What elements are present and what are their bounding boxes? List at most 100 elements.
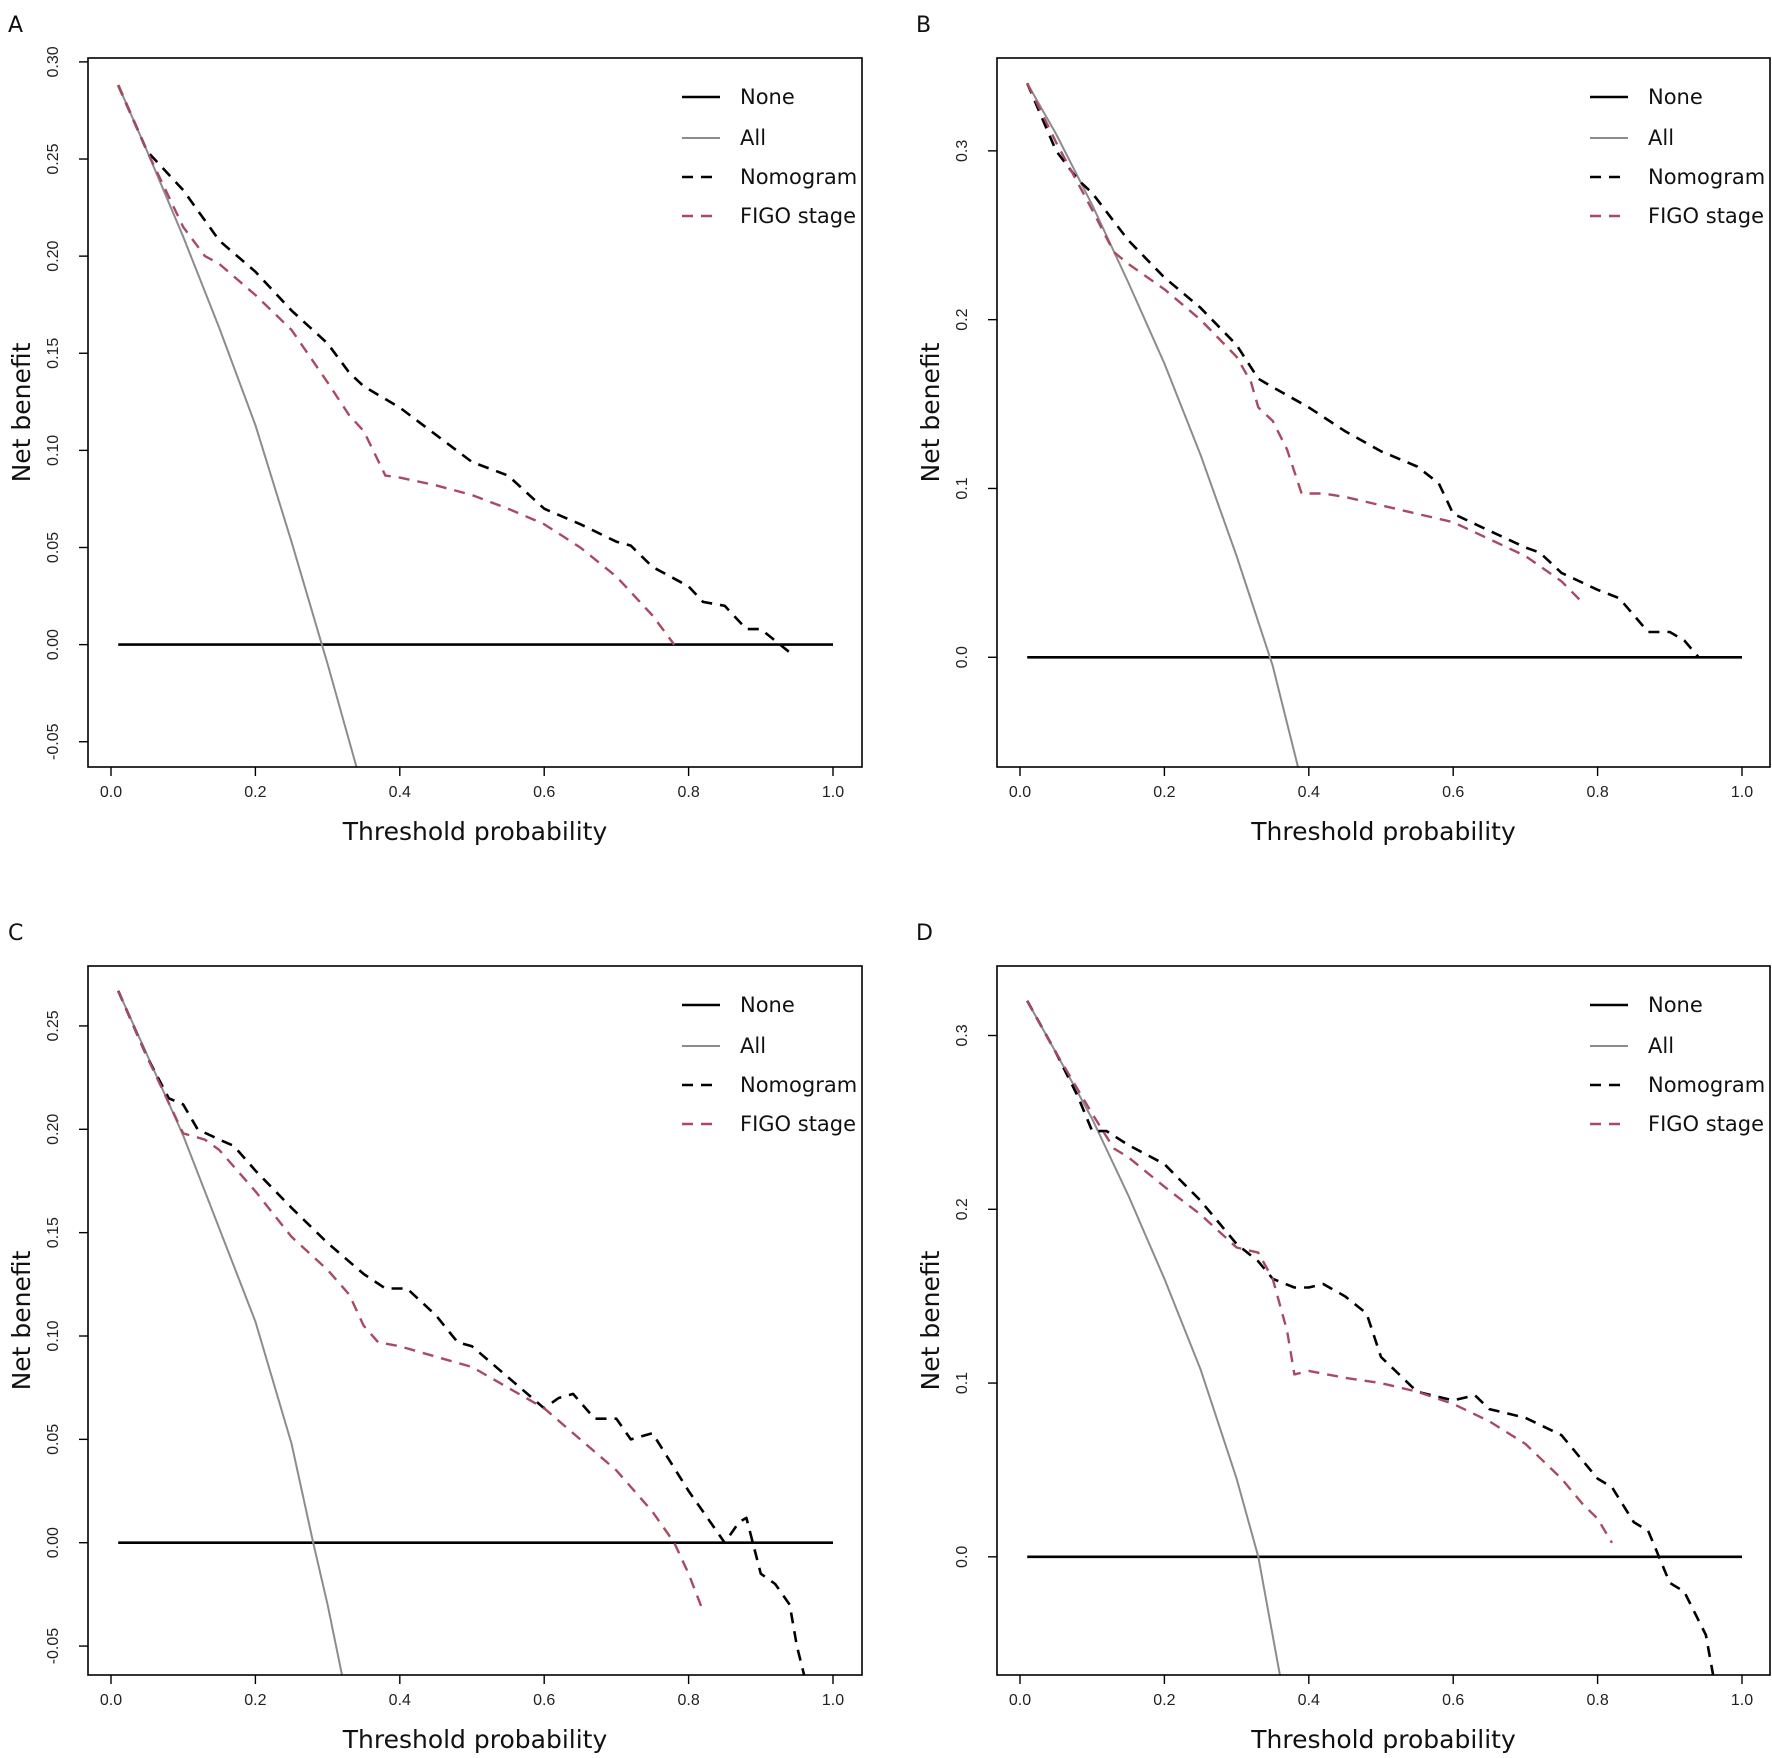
- x-axis-title: Threshold probability: [1250, 1725, 1516, 1754]
- legend-label: None: [740, 85, 795, 109]
- panel-c: C 0.0 0.2 0.4 0.6 0.8 1.0 -0.05 0.00 0.05 0.10 0.15…: [7, 921, 863, 1754]
- x-tick-label: 0.8: [677, 1692, 699, 1709]
- legend-label: Nomogram: [740, 165, 857, 189]
- y-tick-label: 0.20: [45, 1114, 62, 1145]
- x-tick-label: 0.6: [1442, 784, 1464, 801]
- y-axis-title: Net benefit: [7, 342, 36, 482]
- legend-label: FIGO stage: [740, 1112, 856, 1136]
- y-axis-title: Net benefit: [916, 1250, 945, 1390]
- x-axis-title: Threshold probability: [1250, 817, 1516, 846]
- plot-series: [1026, 1000, 1742, 1675]
- x-tick-label: 0.8: [1586, 1692, 1608, 1709]
- x-tick-label: 1.0: [822, 1692, 844, 1709]
- y-tick-label: 0.20: [45, 240, 62, 271]
- plot-frame: [87, 965, 863, 1676]
- panel-label: A: [8, 13, 23, 38]
- plot-frame: [996, 57, 1771, 768]
- legend: None All Nomogram FIGO stage: [1590, 993, 1765, 1136]
- plot-series: [117, 990, 833, 1675]
- y-tick-label: 0.15: [45, 1217, 62, 1248]
- y-tick-label: 0.2: [954, 308, 971, 330]
- y-tick-label: 0.30: [45, 46, 62, 77]
- panel-d: D 0.0 0.2 0.4 0.6 0.8 1.0 0.0 0.1 0.2 0.3 Threshold…: [916, 921, 1771, 1754]
- x-tick-label: 0.0: [1009, 784, 1031, 801]
- legend-label: Nomogram: [1648, 165, 1765, 189]
- y-tick-label: 0.0: [954, 1546, 971, 1568]
- x-tick-label: 0.4: [389, 784, 411, 801]
- y-tick-label: 0.1: [954, 1372, 971, 1394]
- x-tick-label: 0.4: [1298, 1692, 1320, 1709]
- y-tick-label: 0.10: [45, 1320, 62, 1351]
- x-tick-label: 0.2: [1153, 1692, 1175, 1709]
- x-tick-label: 1.0: [1731, 1692, 1753, 1709]
- panel-label: D: [916, 921, 933, 946]
- x-tick-label: 0.0: [100, 1692, 122, 1709]
- y-tick-label: -0.05: [45, 1628, 62, 1665]
- y-axis-title: Net benefit: [7, 1250, 36, 1390]
- y-axis-title: Net benefit: [916, 342, 945, 482]
- plot-series: [117, 84, 833, 767]
- legend-label: None: [740, 993, 795, 1017]
- series-line-figo-stage: [117, 990, 705, 1612]
- y-tick-label: 0.00: [45, 1527, 62, 1558]
- legend: None All Nomogram FIGO stage: [1590, 85, 1765, 228]
- series-line-nomogram: [117, 84, 791, 654]
- y-tick-label: 0.05: [45, 532, 62, 563]
- plot-frame: [87, 57, 863, 768]
- legend: None All Nomogram FIGO stage: [682, 993, 857, 1136]
- y-tick-label: 0.10: [45, 435, 62, 466]
- series-line-all: [1026, 1000, 1281, 1675]
- series-line-all: [1026, 82, 1299, 767]
- legend: None All Nomogram FIGO stage: [682, 85, 857, 228]
- legend-label: FIGO stage: [740, 204, 856, 228]
- series-line-figo-stage: [1026, 82, 1585, 605]
- legend-label: Nomogram: [740, 1073, 857, 1097]
- series-line-figo-stage: [1026, 1000, 1614, 1544]
- legend-label: All: [740, 1034, 766, 1058]
- x-tick-label: 0.6: [1442, 1692, 1464, 1709]
- y-tick-label: 0.2: [954, 1198, 971, 1220]
- x-tick-label: 0.0: [1009, 1692, 1031, 1709]
- x-tick-label: 0.2: [244, 1692, 266, 1709]
- legend-label: All: [1648, 126, 1674, 150]
- legend-label: All: [1648, 1034, 1674, 1058]
- y-tick-label: 0.25: [45, 1010, 62, 1041]
- plot-series: [1026, 82, 1742, 767]
- x-tick-label: 0.8: [1586, 784, 1608, 801]
- y-tick-label: 0.15: [45, 338, 62, 369]
- panel-a: A 0.0 0.2 0.4 0.6 0.8 1.0 -0.05 0.00 0.05 0.10 0.15…: [7, 13, 863, 846]
- x-tick-label: 0.2: [1153, 784, 1175, 801]
- legend-label: FIGO stage: [1648, 1112, 1764, 1136]
- x-tick-label: 1.0: [822, 784, 844, 801]
- x-tick-label: 0.8: [677, 784, 699, 801]
- x-tick-label: 1.0: [1731, 784, 1753, 801]
- x-tick-label: 0.0: [100, 784, 122, 801]
- y-tick-label: 0.0: [954, 646, 971, 668]
- series-line-figo-stage: [117, 84, 676, 646]
- y-tick-label: 0.00: [45, 629, 62, 660]
- y-tick-label: 0.05: [45, 1424, 62, 1455]
- y-tick-label: 0.3: [954, 1024, 971, 1046]
- x-tick-label: 0.4: [1298, 784, 1320, 801]
- x-axis-title: Threshold probability: [342, 817, 608, 846]
- x-tick-label: 0.6: [533, 784, 555, 801]
- y-tick-label: 0.25: [45, 143, 62, 174]
- x-tick-label: 0.6: [533, 1692, 555, 1709]
- y-tick-label: -0.05: [45, 723, 62, 760]
- series-line-nomogram: [1026, 1000, 1715, 1675]
- series-line-all: [117, 990, 343, 1675]
- legend-label: All: [740, 126, 766, 150]
- series-line-all: [117, 84, 358, 767]
- x-axis-title: Threshold probability: [342, 1725, 608, 1754]
- legend-label: None: [1648, 993, 1703, 1017]
- x-tick-label: 0.4: [389, 1692, 411, 1709]
- series-line-nomogram: [1026, 82, 1700, 659]
- y-tick-label: 0.1: [954, 477, 971, 499]
- panel-b: B 0.0 0.2 0.4 0.6 0.8 1.0 0.0 0.1 0.2 0.3 Threshold…: [916, 13, 1771, 846]
- series-line-nomogram: [117, 990, 806, 1675]
- plot-frame: [996, 965, 1771, 1676]
- legend-label: None: [1648, 85, 1703, 109]
- panel-label: B: [916, 13, 931, 38]
- panel-label: C: [8, 921, 23, 946]
